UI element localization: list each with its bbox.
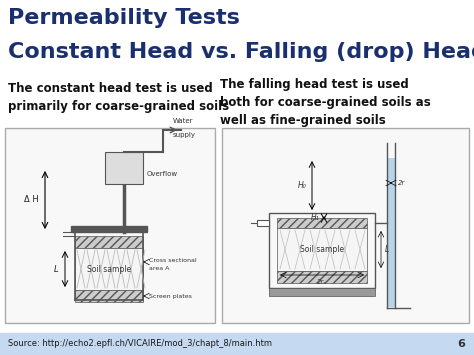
Text: Source: http://echo2.epfl.ch/VICAIRE/mod_3/chapt_8/main.htm: Source: http://echo2.epfl.ch/VICAIRE/mod… [8,339,272,349]
Text: The constant head test is used
primarily for coarse-grained soils: The constant head test is used primarily… [8,82,229,113]
Bar [269,288,375,296]
Text: Soil sample: Soil sample [300,245,344,254]
Text: 2r: 2r [398,180,405,186]
Text: 2rₛ: 2rₛ [317,279,327,285]
Bar [277,228,367,271]
Text: area A: area A [149,266,169,271]
Bar [5,128,215,323]
Bar [0,333,474,355]
Text: supply: supply [173,132,196,138]
Bar [388,158,395,307]
Bar [75,248,143,290]
Text: Screen plates: Screen plates [149,294,192,299]
Text: Constant Head vs. Falling (drop) Head: Constant Head vs. Falling (drop) Head [8,42,474,62]
Text: L: L [54,264,58,273]
Text: Cross sectional: Cross sectional [149,258,197,263]
Text: Δ H: Δ H [24,196,39,204]
Text: The falling head test is used
both for coarse-grained soils as
well as fine-grai: The falling head test is used both for c… [220,78,431,127]
Text: Permeability Tests: Permeability Tests [8,8,240,28]
Bar [105,152,143,184]
Text: 6: 6 [457,339,465,349]
Bar [75,290,143,302]
Bar [277,218,367,228]
Bar [71,226,147,232]
Bar [75,236,143,248]
Text: H₀: H₀ [298,181,307,190]
Bar [277,271,367,283]
Text: L: L [385,245,389,254]
Bar [222,128,469,323]
Bar [257,220,269,226]
Bar [269,213,375,288]
Text: Water: Water [173,118,193,124]
Text: Overflow: Overflow [147,171,178,177]
Text: Soil sample: Soil sample [87,264,131,273]
Text: H₁: H₁ [311,213,320,223]
